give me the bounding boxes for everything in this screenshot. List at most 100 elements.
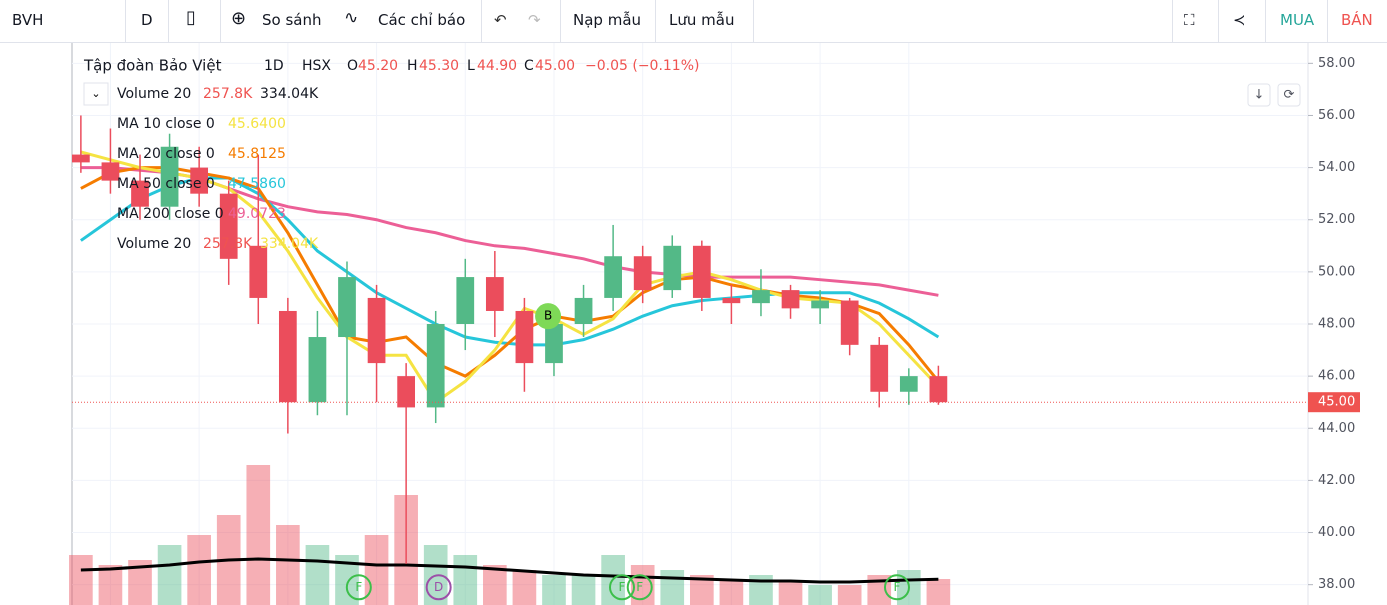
volume-bar <box>157 545 182 605</box>
indicator-value: 45.6400 <box>228 116 286 132</box>
indicator-icon[interactable]: ∿ <box>344 8 359 28</box>
save-template[interactable]: Lưu mẫu <box>669 11 735 29</box>
volume-bar <box>305 545 330 605</box>
sell[interactable]: BÁN <box>1341 11 1373 29</box>
candle-body <box>722 297 741 304</box>
candle-body <box>219 193 238 259</box>
indicator-name: Volume 20 <box>117 86 191 102</box>
y-tick-label: 54.00 <box>1318 160 1355 175</box>
compare[interactable]: So sánh <box>262 11 322 29</box>
legend-o: O <box>347 58 358 74</box>
y-tick-label: 40.00 <box>1318 525 1355 540</box>
legend-interval: 1D <box>264 58 284 74</box>
legend-l-value: 44.90 <box>477 58 517 74</box>
legend-h: H <box>407 58 418 74</box>
volume-bar <box>335 555 359 605</box>
candle-body <box>308 337 327 403</box>
marker-label: B <box>544 309 552 323</box>
volume-bar <box>187 535 211 605</box>
candle-body <box>692 245 711 298</box>
last-price-box <box>1308 392 1360 413</box>
indicator-value: 334.04K <box>260 236 319 252</box>
volume-bar <box>246 465 271 605</box>
y-tick-label: 50.00 <box>1318 264 1355 279</box>
candle-body <box>426 324 445 408</box>
indicators[interactable]: Các chỉ báo <box>378 11 466 29</box>
marker <box>345 574 372 601</box>
pane-icon: ⟳ <box>1284 88 1295 103</box>
candle-body <box>367 297 386 364</box>
indicator-name: MA 50 close 0 <box>117 176 215 192</box>
redo[interactable]: ↷ <box>528 11 541 29</box>
symbol[interactable]: BVH <box>12 11 44 29</box>
marker <box>883 574 910 601</box>
candle-body <box>633 256 652 291</box>
indicator-name: MA 10 close 0 <box>117 116 215 132</box>
marker-label: D <box>434 580 443 594</box>
candle-body <box>663 245 682 291</box>
candle-body <box>574 297 593 324</box>
fullscreen[interactable]: ⛶ <box>1184 11 1195 29</box>
marker <box>626 574 653 601</box>
candle-body <box>929 376 948 403</box>
last-price-label: 45.00 <box>1318 395 1355 410</box>
candle-body <box>249 245 268 298</box>
legend-c-value: 45.00 <box>535 58 575 74</box>
ma-line <box>80 176 940 347</box>
pane-icon: ↓ <box>1254 88 1265 103</box>
candle-body <box>72 154 90 163</box>
undo[interactable]: ↶ <box>494 11 507 29</box>
candle-body <box>811 300 829 309</box>
interval[interactable]: D <box>141 11 153 29</box>
candle-body <box>131 180 149 207</box>
candle-icon[interactable]: ▯ <box>186 7 196 28</box>
candle-body <box>190 167 209 194</box>
volume-bar <box>69 555 93 605</box>
pane-button[interactable] <box>1277 83 1301 107</box>
candle-body <box>160 146 179 207</box>
candle-body <box>899 376 918 392</box>
legend-change: −0.05 (−0.11%) <box>585 58 699 74</box>
volume-bar <box>719 580 744 605</box>
volume-bar <box>276 525 300 605</box>
marker-label: F <box>894 580 901 594</box>
legend-l: L <box>467 58 475 74</box>
candle-body <box>840 300 859 345</box>
legend-exchange: HSX <box>302 58 331 74</box>
candle-body <box>456 277 475 324</box>
legend-c: C <box>524 58 534 74</box>
candle-body <box>604 256 622 298</box>
collapse-button[interactable] <box>83 82 109 106</box>
volume-bar <box>483 565 507 605</box>
volume-bar <box>98 565 123 605</box>
volume-bar <box>837 585 862 605</box>
load-template[interactable]: Nạp mẫu <box>573 11 642 29</box>
indicator-value: 257.8K <box>203 236 253 252</box>
y-tick-label: 38.00 <box>1318 577 1355 592</box>
marker <box>535 303 562 330</box>
candle-body <box>397 376 416 408</box>
legend-h-value: 45.30 <box>419 58 459 74</box>
collapse-icon: ⌄ <box>91 87 100 100</box>
toolbar: BVH D ▯ ⊕ So sánh ∿ Các chỉ báo ↶ ↷ Nạp … <box>0 0 1387 43</box>
buy[interactable]: MUA <box>1280 11 1315 29</box>
volume-bar <box>690 575 714 605</box>
share[interactable]: ≺ <box>1233 11 1246 29</box>
y-tick-label: 56.00 <box>1318 108 1355 123</box>
y-tick-label: 58.00 <box>1318 56 1355 71</box>
indicator-value: 334.04K <box>260 86 319 102</box>
volume-ma-line <box>80 557 939 584</box>
y-tick-label: 52.00 <box>1318 212 1355 227</box>
candle-body <box>870 344 889 392</box>
candle-body <box>545 324 563 364</box>
volume-bar <box>128 560 152 605</box>
marker-label: F <box>355 580 362 594</box>
plus-icon[interactable]: ⊕ <box>231 8 247 29</box>
candle-body <box>752 290 770 304</box>
pane-button[interactable] <box>1247 83 1271 107</box>
y-tick-label: 42.00 <box>1318 473 1355 488</box>
volume-bar <box>778 580 803 605</box>
candle-body <box>278 310 297 403</box>
